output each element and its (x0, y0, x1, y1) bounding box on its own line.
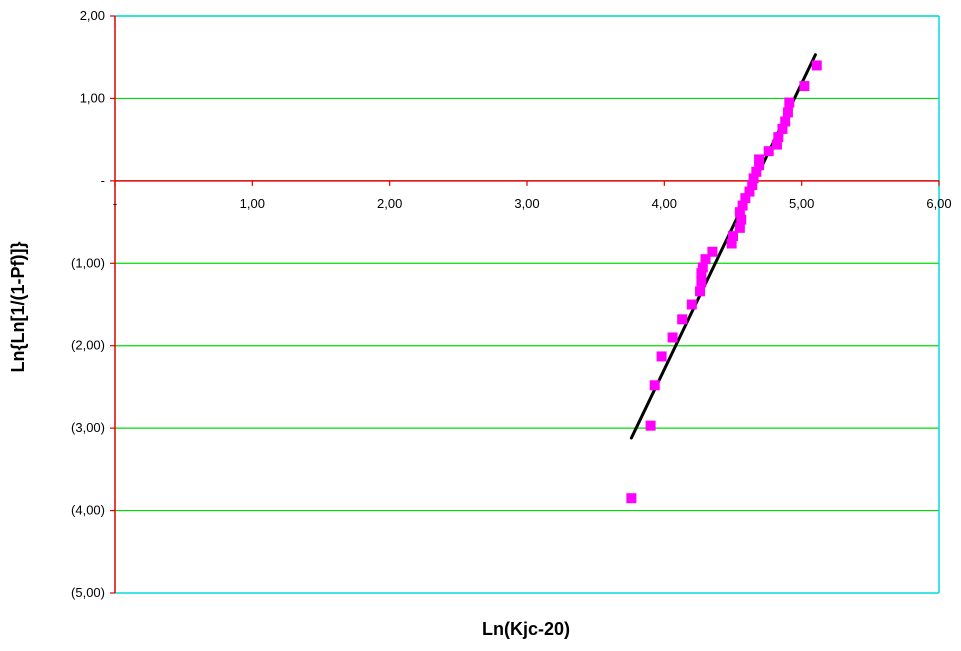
data-point (656, 351, 667, 362)
y-tick-label: (5,00) (71, 585, 105, 600)
data-point (748, 173, 759, 184)
y-tick-label: (4,00) (71, 503, 105, 518)
plot-frame (115, 15, 940, 594)
data-point (737, 200, 748, 211)
data-point (744, 186, 755, 197)
y-axis-title: Ln{Ln[1/(1-Pf)]} (8, 242, 28, 373)
y-tick-label: (1,00) (71, 255, 105, 270)
data-point (728, 231, 738, 242)
x-tick-label: 6,00 (926, 196, 951, 211)
data-point (751, 166, 762, 177)
x-tick-label: 2,00 (377, 196, 402, 211)
data-point (645, 420, 656, 431)
data-point (773, 132, 784, 143)
data-point (696, 268, 707, 279)
data-point (780, 116, 791, 127)
x-tick-labels: - 1,00 2,00 3,00 4,00 5,00 6,00 (113, 196, 952, 211)
data-point (777, 123, 788, 134)
data-point (649, 380, 660, 391)
x-tick-label: - (113, 196, 117, 211)
data-point (697, 262, 708, 273)
data-point (782, 107, 793, 118)
data-point (799, 81, 810, 92)
data-point (707, 246, 718, 257)
y-tick-labels: (5,00) (4,00) (3,00) (2,00) (1,00) - 1,00 2,00 (71, 8, 105, 600)
data-point (747, 179, 758, 190)
data-point (686, 299, 697, 310)
y-tick-label: 2,00 (80, 8, 105, 23)
data-point (734, 222, 745, 233)
data-point (677, 314, 688, 325)
y-tick-label: (2,00) (71, 338, 105, 353)
data-point (771, 139, 782, 150)
data-point (696, 276, 707, 287)
data-point (626, 493, 637, 504)
data-point (695, 286, 706, 297)
y-tick-label: (3,00) (71, 420, 105, 435)
data-point (726, 238, 737, 249)
x-tick-label: 5,00 (789, 196, 814, 211)
data-point (811, 60, 822, 71)
data-point (763, 146, 774, 157)
x-tick-label: 1,00 (240, 196, 265, 211)
data-point (736, 214, 747, 225)
data-point (734, 207, 745, 218)
y-tick-label: - (101, 173, 105, 188)
x-axis-title: Ln(Kjc-20) (482, 619, 570, 639)
data-point (784, 97, 795, 108)
data-point (754, 160, 765, 171)
zero-axes (110, 15, 940, 594)
gridlines (115, 15, 939, 512)
x-tick-label: 4,00 (652, 196, 677, 211)
data-point (667, 332, 678, 343)
y-tick-label: 1,00 (80, 90, 105, 105)
data-point (700, 254, 711, 265)
data-points (626, 60, 822, 504)
data-point (754, 154, 765, 165)
x-tick-label: 3,00 (514, 196, 539, 211)
data-point (740, 193, 751, 204)
